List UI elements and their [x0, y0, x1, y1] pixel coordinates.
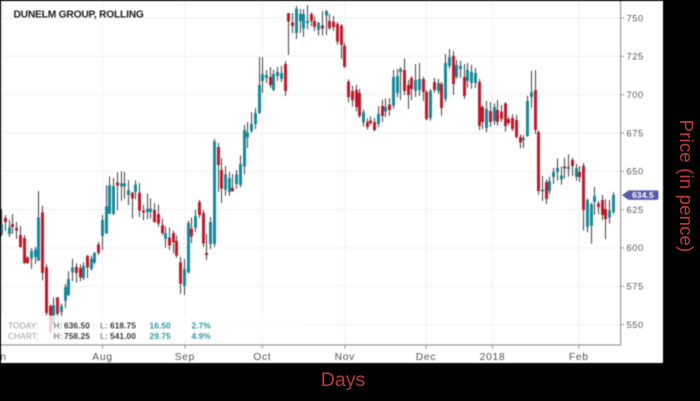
svg-text:675: 675	[627, 128, 644, 138]
svg-text:Nov: Nov	[335, 352, 356, 362]
svg-text:725: 725	[627, 52, 644, 62]
svg-text:625: 625	[627, 205, 644, 215]
svg-text:L:: L:	[100, 331, 108, 341]
svg-text:16.50: 16.50	[150, 320, 172, 330]
svg-text:2.7%: 2.7%	[192, 320, 212, 330]
svg-text:758.25: 758.25	[64, 331, 90, 341]
svg-text:600: 600	[627, 243, 644, 253]
svg-text:700: 700	[627, 90, 644, 100]
svg-text:Dec: Dec	[416, 352, 436, 362]
svg-text:CHART:: CHART:	[8, 331, 38, 341]
svg-text:4.9%: 4.9%	[192, 331, 212, 341]
svg-text:618.75: 618.75	[110, 320, 136, 330]
svg-text:634.5: 634.5	[632, 190, 654, 200]
svg-text:29.75: 29.75	[150, 331, 172, 341]
svg-text:Oct: Oct	[253, 352, 271, 362]
svg-text:550: 550	[627, 320, 644, 330]
svg-text:L:: L:	[100, 320, 108, 330]
svg-text:750: 750	[627, 13, 644, 23]
svg-text:n: n	[1, 352, 6, 362]
svg-text:Sep: Sep	[175, 352, 195, 362]
svg-text:650: 650	[627, 167, 644, 177]
svg-text:575: 575	[627, 282, 644, 292]
svg-text:H:: H:	[54, 331, 63, 341]
svg-text:DUNELM GROUP, ROLLING: DUNELM GROUP, ROLLING	[14, 10, 144, 21]
svg-text:TODAY:: TODAY:	[8, 320, 38, 330]
svg-text:2018: 2018	[480, 352, 506, 362]
svg-text:636.50: 636.50	[64, 320, 90, 330]
svg-text:H:: H:	[54, 320, 63, 330]
svg-text:Aug: Aug	[92, 352, 112, 362]
svg-text:Feb: Feb	[569, 352, 589, 362]
svg-text:541.00: 541.00	[110, 331, 136, 341]
